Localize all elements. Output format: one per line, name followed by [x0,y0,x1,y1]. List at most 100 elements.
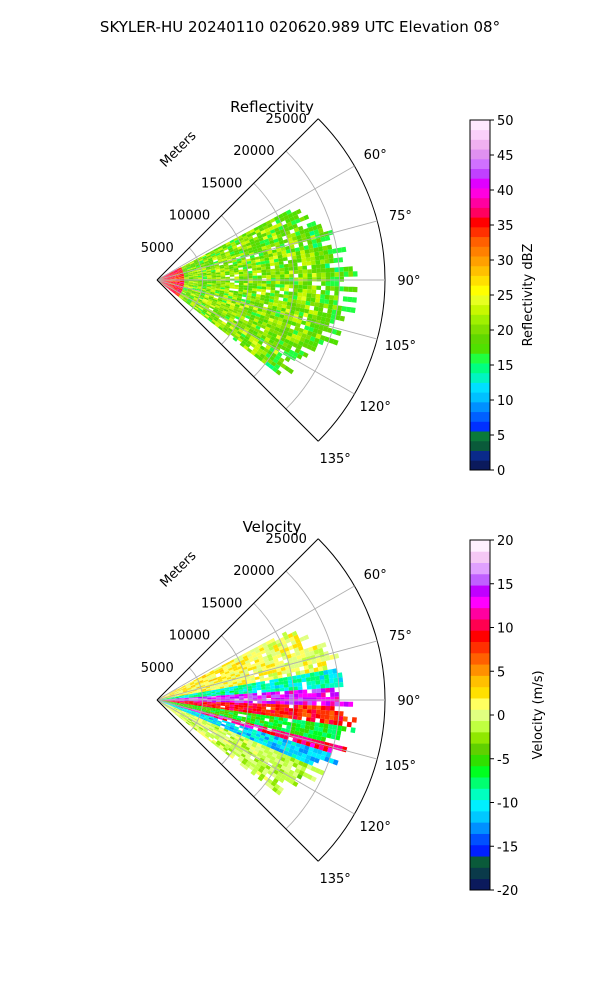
echo-gate [229,690,235,693]
echo-gate [190,682,195,686]
colorbar-swatch [470,607,490,620]
echo-gate [184,276,189,278]
echo-gate [201,691,207,694]
echo-gate [211,700,217,703]
echo-gate [305,257,311,262]
echo-gate [202,693,207,696]
echo-gate [194,296,199,299]
echo-gate [161,278,167,280]
colorbar-swatch [470,788,490,801]
echo-gate [282,342,289,348]
echo-gate [224,689,230,692]
echo-gate [206,721,212,725]
echo-gate [280,325,286,331]
echo-gate [215,687,220,690]
echo-gate [284,270,290,275]
echo-gate [177,689,183,692]
echo-gate [177,290,182,293]
echo-gate [320,268,326,273]
echo-gate [228,712,234,715]
echo-gate [174,283,180,286]
echo-gate [215,724,220,729]
echo-gate [280,765,287,771]
echo-gate [193,259,199,263]
echo-gate [288,715,293,719]
echo-gate [279,267,285,272]
echo-gate [287,259,293,264]
echo-gate [199,262,205,266]
echo-gate [252,288,257,292]
echo-gate [173,270,179,274]
echo-gate [187,290,192,293]
echo-gate [188,296,194,300]
echo-gate [257,740,264,745]
echo-gate [323,669,329,676]
echo-gate [179,278,185,279]
echo-gate [288,748,295,754]
echo-gate [318,727,324,733]
echo-gate [326,244,333,250]
echo-gate [235,733,241,738]
echo-gate [183,287,188,290]
echo-gate [289,694,294,698]
echo-gate [197,692,203,694]
echo-gate [252,741,258,746]
echo-gate [238,707,244,710]
echo-gate [300,673,306,679]
echo-gate [310,717,316,723]
echo-gate [275,230,281,236]
echo-gate [244,335,250,341]
echo-gate [211,274,217,277]
echo-gate [188,286,193,289]
echo-gate [270,361,277,367]
echo-gate [259,227,265,232]
echo-gate [181,291,186,294]
echo-gate [323,249,329,256]
echo-gate [293,270,299,274]
echo-gate [206,689,211,692]
echo-gate [198,718,203,722]
echo-gate [247,741,253,746]
echo-gate [228,737,234,742]
echo-gate [166,281,171,282]
echo-gate [232,261,238,265]
echo-gate [202,272,207,275]
colorbar-swatch [470,324,490,335]
echo-gate [275,277,281,282]
echo-gate [333,295,339,301]
echo-gate [189,680,194,684]
azimuth-tick-label: 90° [397,274,420,289]
echo-gate [221,674,226,678]
echo-gate [220,691,226,694]
echo-gate [295,322,301,328]
echo-gate [292,342,299,348]
echo-gate [210,724,216,728]
echo-gate [201,709,206,713]
echo-gate [302,329,309,335]
echo-gate [194,715,200,718]
echo-gate [298,225,304,231]
echo-gate [198,278,203,280]
echo-gate [202,273,207,276]
echo-gate [248,305,254,310]
azimuth-spoke [156,279,355,395]
echo-gate [251,710,257,714]
echo-gate [184,281,189,282]
echo-gate [217,730,223,734]
echo-gate [247,308,253,312]
colorbar-swatch [470,460,490,471]
colorbar-swatch [470,382,490,393]
echo-gate [268,301,274,306]
echo-gate [211,301,217,305]
echo-gate [288,349,295,356]
echo-gate [210,290,216,293]
echo-gate [303,312,309,318]
echo-gate [209,735,214,740]
echo-gate [218,746,223,751]
echo-gate [280,697,285,702]
echo-gate [205,724,211,728]
echo-gate [193,704,198,706]
echo-gate [294,667,300,672]
echo-gate [321,697,326,702]
echo-gate [232,320,238,325]
